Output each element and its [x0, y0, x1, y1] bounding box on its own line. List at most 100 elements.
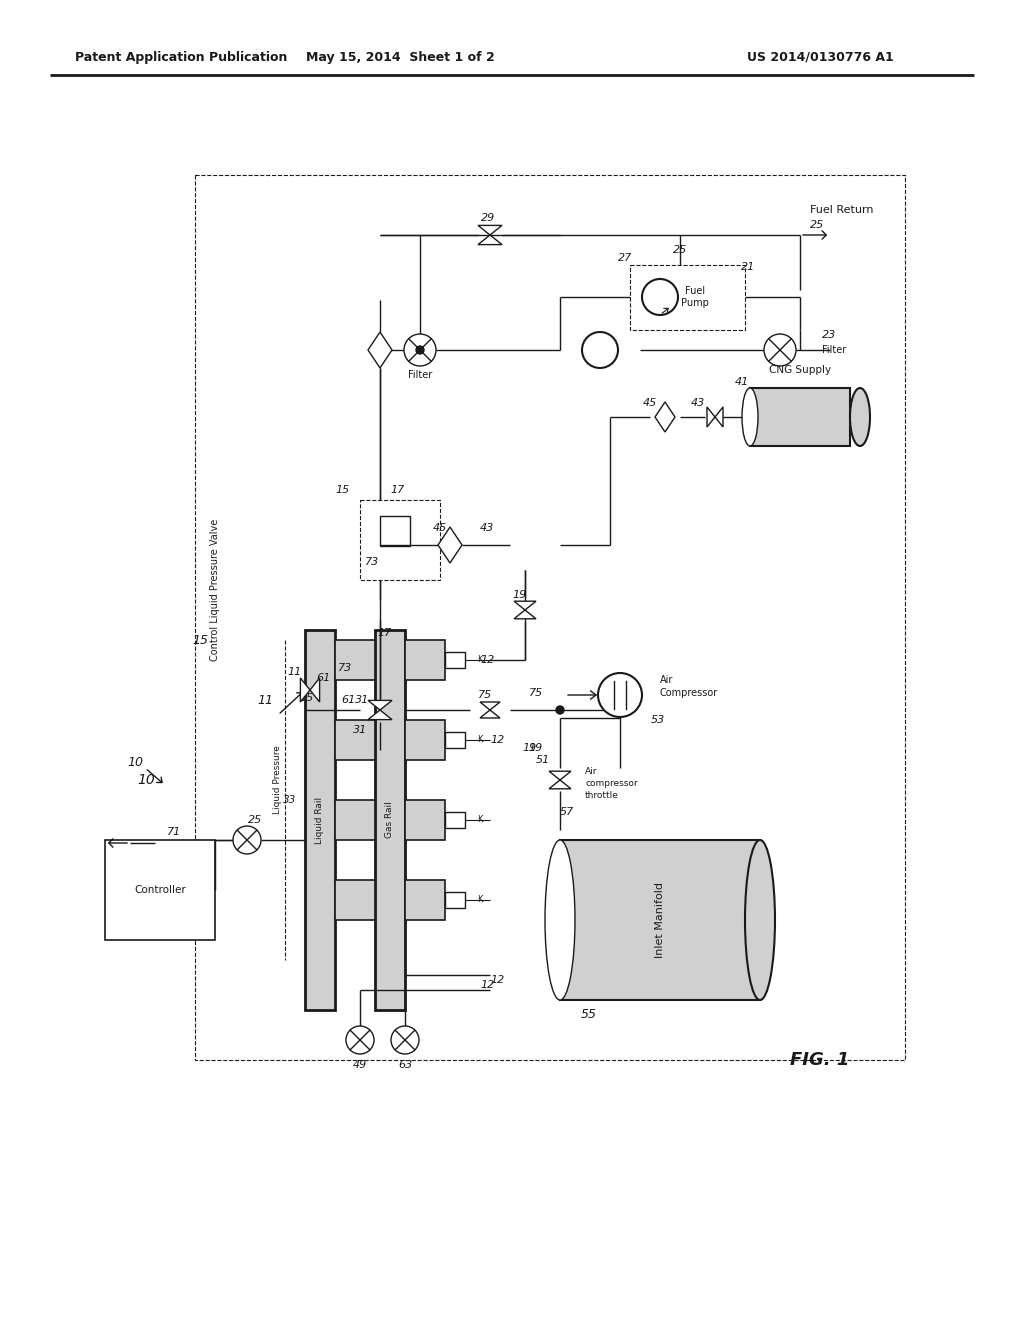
Text: 75: 75 [528, 688, 543, 698]
Bar [445, 733, 465, 748]
Bar [630, 265, 745, 330]
Text: 61: 61 [341, 696, 355, 705]
Bar [560, 840, 760, 1001]
Text: 41: 41 [735, 378, 750, 387]
Text: Inlet Manifold: Inlet Manifold [655, 882, 665, 958]
Text: 61: 61 [315, 673, 330, 682]
Polygon shape [549, 771, 571, 780]
Text: 53: 53 [651, 715, 666, 725]
Bar [305, 630, 335, 1010]
Circle shape [404, 334, 436, 366]
Text: 19: 19 [523, 743, 538, 752]
Text: Patent Application Publication: Patent Application Publication [75, 50, 288, 63]
Text: 49: 49 [353, 1060, 368, 1071]
Text: US 2014/0130776 A1: US 2014/0130776 A1 [746, 50, 893, 63]
Text: 33: 33 [284, 795, 297, 805]
Text: K: K [477, 816, 482, 825]
Bar [360, 500, 440, 579]
Bar [375, 630, 406, 1010]
Polygon shape [368, 333, 392, 368]
Text: FIG. 1: FIG. 1 [790, 1051, 849, 1069]
Text: K: K [477, 735, 482, 744]
Text: 19: 19 [528, 743, 543, 752]
Circle shape [233, 826, 261, 854]
Text: CNG Supply: CNG Supply [769, 366, 831, 375]
Text: 17: 17 [391, 484, 406, 495]
Polygon shape [549, 780, 571, 789]
Bar [105, 840, 215, 940]
Text: K: K [477, 895, 482, 904]
Text: Filter: Filter [408, 370, 432, 380]
Text: 10: 10 [137, 774, 155, 787]
Text: 15: 15 [336, 484, 350, 495]
Text: Liquid Pressure: Liquid Pressure [273, 746, 283, 814]
Bar [445, 812, 465, 828]
Text: 25: 25 [673, 246, 687, 255]
Text: 15: 15 [193, 634, 208, 647]
Text: 75: 75 [478, 690, 493, 700]
Text: 31: 31 [355, 696, 369, 705]
Text: 25: 25 [248, 814, 262, 825]
Polygon shape [655, 403, 675, 432]
Text: 25: 25 [810, 220, 824, 230]
Text: 73: 73 [338, 663, 352, 673]
Circle shape [764, 334, 796, 366]
Text: 23: 23 [822, 330, 837, 341]
Text: Controller: Controller [134, 884, 186, 895]
Text: 17: 17 [378, 628, 392, 638]
Text: 12: 12 [490, 975, 505, 985]
Polygon shape [438, 527, 462, 564]
Text: 43: 43 [691, 399, 706, 408]
Circle shape [556, 706, 564, 714]
Circle shape [598, 673, 642, 717]
Bar [380, 516, 410, 546]
Text: Air: Air [660, 675, 674, 685]
Text: 27: 27 [617, 253, 632, 263]
Text: 12: 12 [490, 735, 505, 744]
Bar [335, 880, 375, 920]
Polygon shape [310, 678, 319, 702]
Circle shape [346, 1026, 374, 1053]
Polygon shape [368, 701, 392, 710]
Text: 19: 19 [513, 590, 527, 601]
Text: May 15, 2014  Sheet 1 of 2: May 15, 2014 Sheet 1 of 2 [305, 50, 495, 63]
Text: Compressor: Compressor [660, 688, 718, 698]
Text: Control Liquid Pressure Valve: Control Liquid Pressure Valve [210, 519, 220, 661]
Bar [195, 176, 905, 1060]
Text: 15: 15 [300, 693, 314, 704]
Text: Filter: Filter [822, 345, 846, 355]
Text: 11: 11 [288, 667, 302, 677]
Text: 73: 73 [365, 557, 379, 568]
Text: 12: 12 [481, 979, 496, 990]
Text: 12: 12 [481, 655, 496, 665]
Text: 57: 57 [560, 807, 574, 817]
Text: 45: 45 [643, 399, 657, 408]
Text: 55: 55 [581, 1008, 597, 1022]
Polygon shape [480, 710, 500, 718]
Text: 43: 43 [480, 523, 495, 533]
Polygon shape [514, 610, 536, 619]
Text: Air: Air [585, 767, 597, 776]
Polygon shape [478, 226, 502, 235]
Polygon shape [480, 702, 500, 710]
Polygon shape [514, 601, 536, 610]
Text: Gas Rail: Gas Rail [385, 801, 394, 838]
Circle shape [582, 333, 618, 368]
Bar [406, 719, 445, 760]
Text: Fuel
Pump: Fuel Pump [681, 286, 709, 308]
Bar [406, 640, 445, 680]
Text: Liquid Rail: Liquid Rail [315, 796, 325, 843]
Text: 11: 11 [257, 693, 273, 706]
Text: 71: 71 [167, 828, 181, 837]
Bar [406, 800, 445, 840]
Bar [335, 800, 375, 840]
Text: 21: 21 [741, 261, 755, 272]
Bar [406, 880, 445, 920]
Bar [750, 388, 850, 446]
Text: 10: 10 [127, 755, 143, 768]
Polygon shape [368, 710, 392, 719]
Text: compressor: compressor [585, 780, 638, 788]
Ellipse shape [745, 840, 775, 1001]
Ellipse shape [545, 840, 575, 1001]
Bar [445, 892, 465, 908]
